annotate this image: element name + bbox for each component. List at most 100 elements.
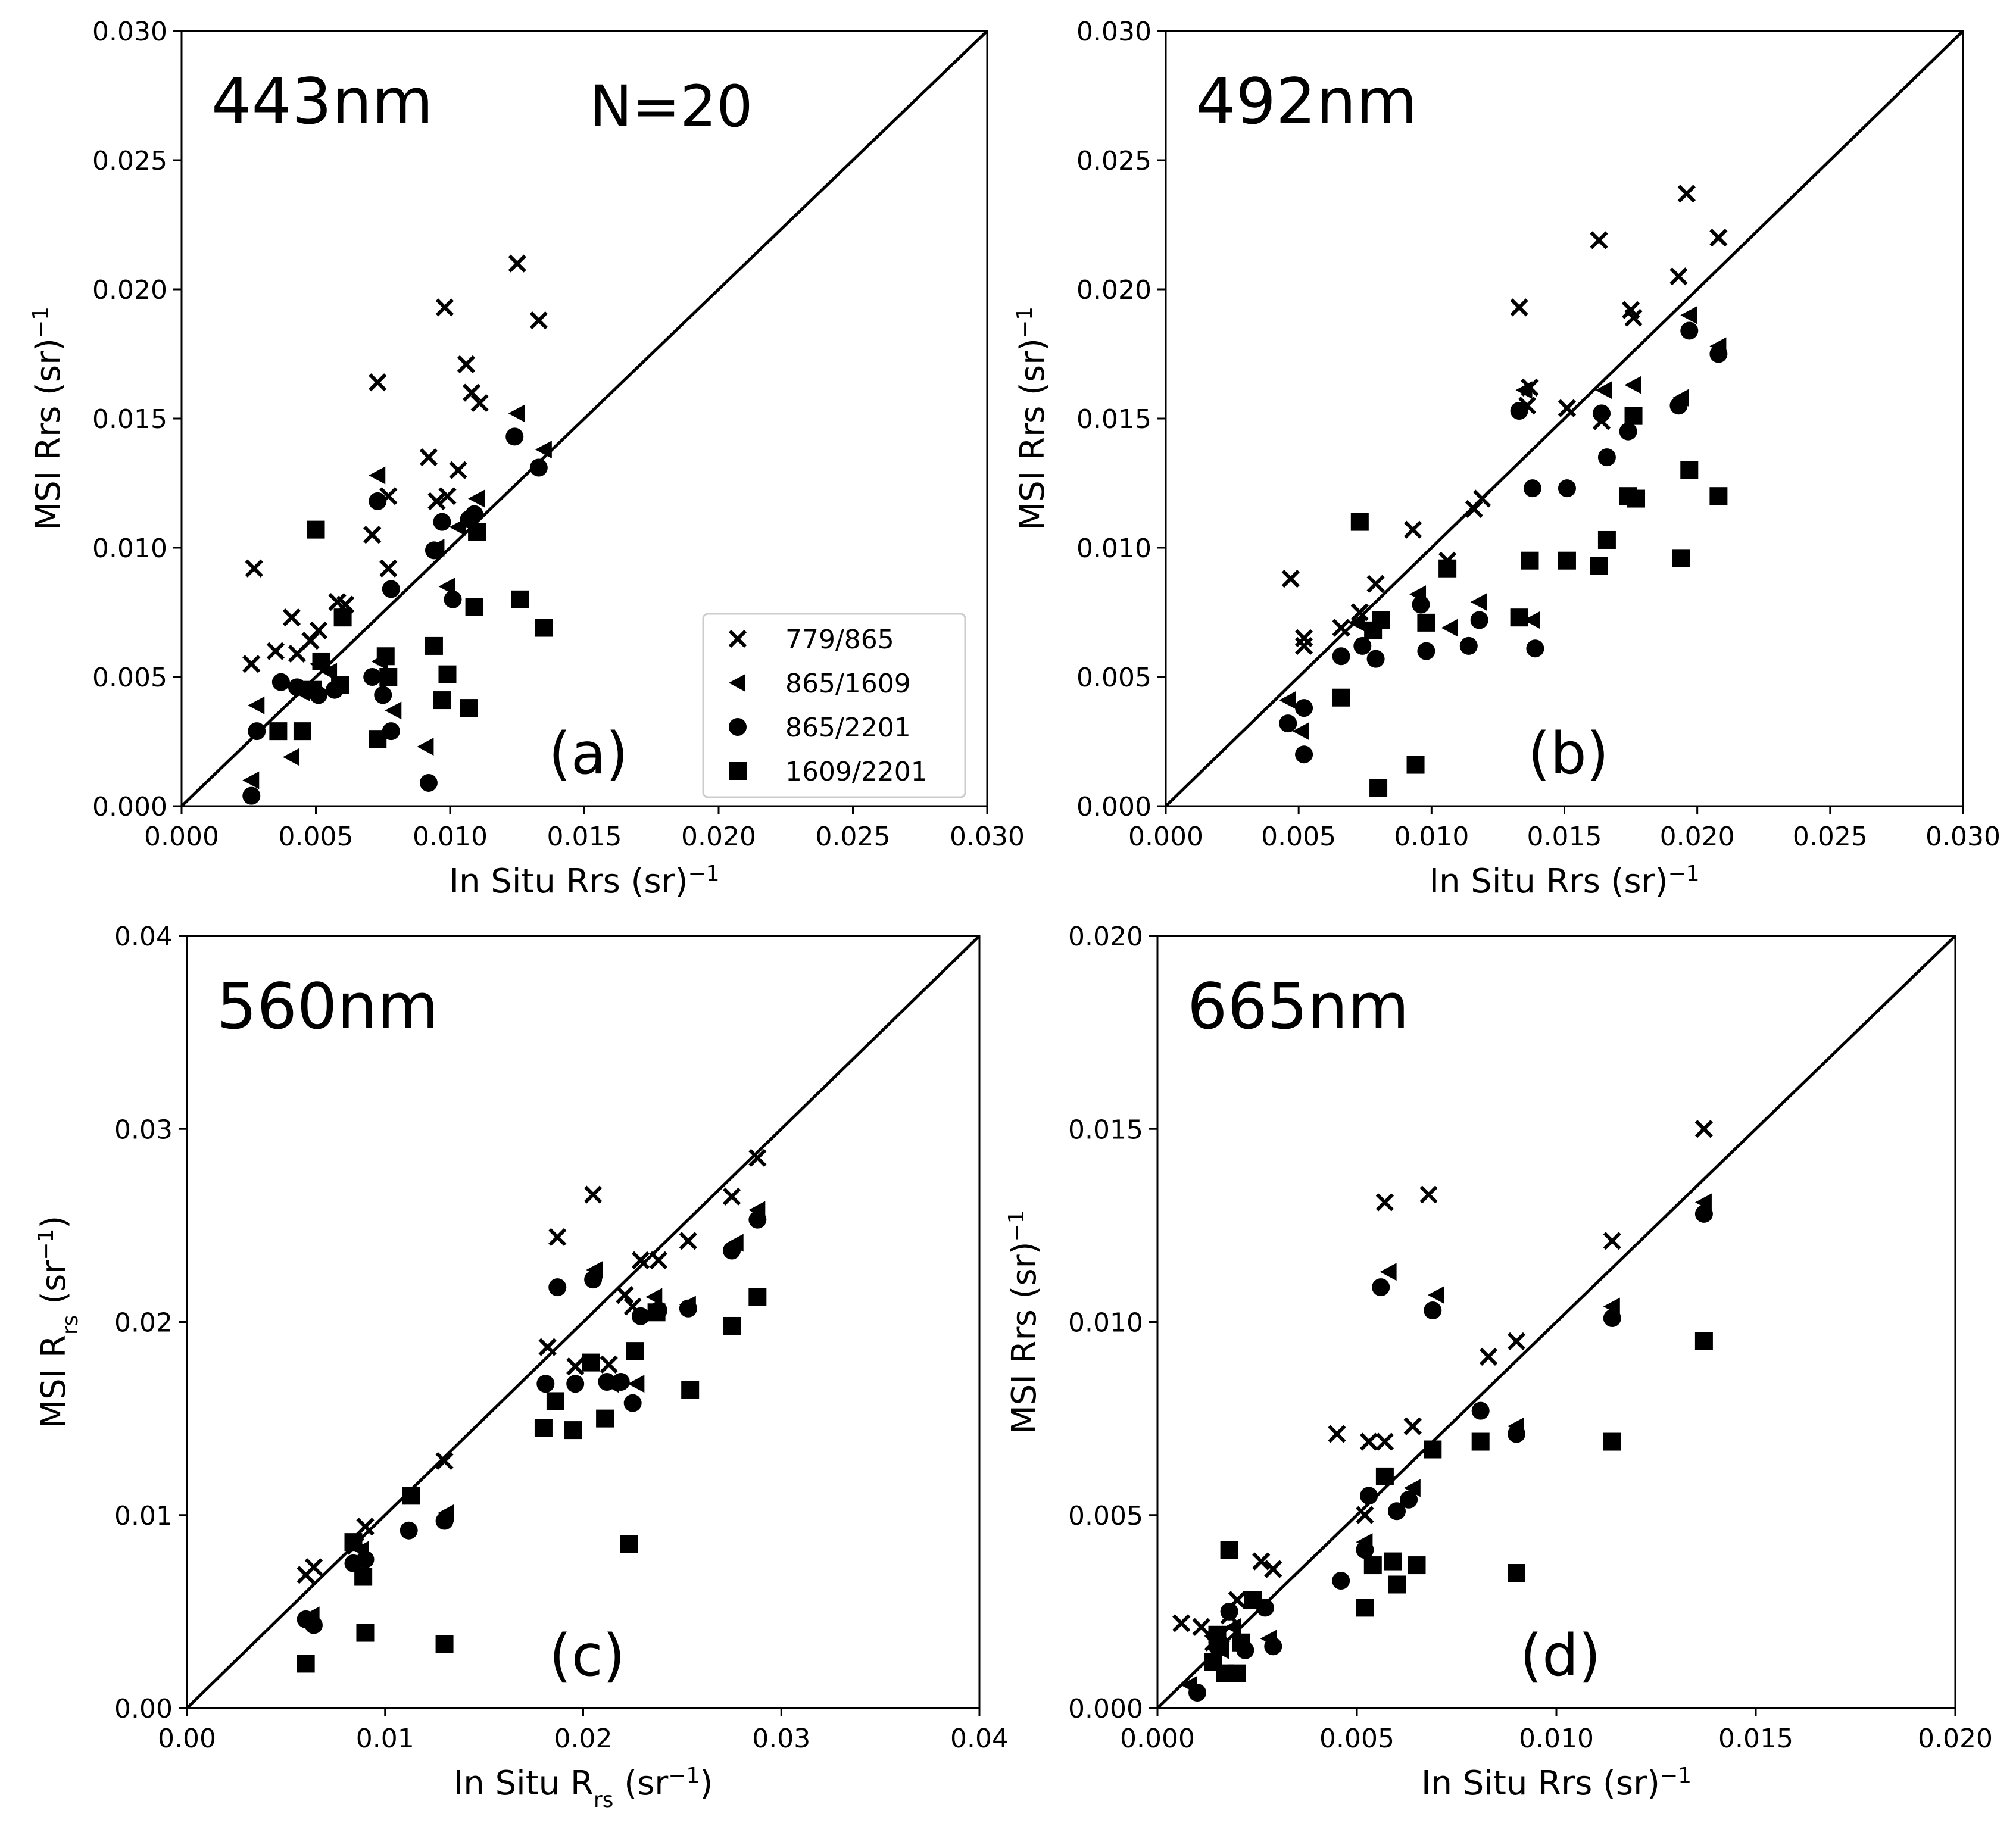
- marker-square: [435, 1635, 454, 1653]
- marker-circle: [1669, 397, 1688, 415]
- marker-triangle-left: [242, 771, 260, 789]
- marker-circle: [1508, 1425, 1525, 1443]
- marker-square: [1356, 1599, 1374, 1617]
- axis-title-main: In Situ Rrs (sr: [1421, 1764, 1647, 1803]
- marker-x: [363, 526, 382, 544]
- marker-circle: [611, 1373, 630, 1391]
- marker-x: [309, 621, 328, 640]
- marker-square: [1709, 487, 1728, 505]
- marker-x: [1590, 231, 1608, 249]
- marker-circle: [598, 1373, 616, 1391]
- legend: 779/865 865/1609 865/2201 1609/2201: [702, 613, 966, 798]
- marker-x: [419, 448, 438, 467]
- marker-x: [748, 1148, 767, 1168]
- x-axis-title: In Situ Rrs (sr)−1: [449, 861, 719, 901]
- y-tick-label: 0.025: [92, 146, 167, 176]
- marker-circle: [1597, 448, 1616, 467]
- marker-triangle-left: [1292, 722, 1309, 741]
- marker-triangle-left: [1441, 619, 1458, 637]
- marker-square: [1597, 530, 1616, 549]
- marker-square: [1369, 779, 1388, 797]
- marker-x: [1356, 1506, 1374, 1524]
- y-tick-label: 0.01: [114, 1501, 173, 1531]
- marker-square: [546, 1392, 564, 1410]
- marker-circle: [465, 505, 483, 523]
- marker-x: [1192, 1618, 1210, 1636]
- x-tick-label: 0.010: [1519, 1724, 1594, 1754]
- x-tick-label: 0.025: [1793, 822, 1868, 852]
- marker-square: [1417, 613, 1435, 632]
- marker-triangle-left: [369, 466, 386, 485]
- marker-square: [748, 1288, 767, 1306]
- series-1609-2201: [269, 520, 553, 748]
- axis-title-main: MSI Rrs (sr: [1013, 351, 1052, 530]
- marker-x: [449, 461, 467, 479]
- marker-circle: [1366, 650, 1385, 668]
- marker-x: [1419, 1185, 1438, 1204]
- marker-triangle-left: [1348, 613, 1365, 632]
- x-tick-label: 0.030: [950, 822, 1025, 852]
- series-779-865: [1281, 185, 1728, 655]
- marker-square: [425, 636, 443, 655]
- marker-circle: [729, 718, 747, 736]
- marker-x: [1375, 1432, 1394, 1451]
- marker-x: [438, 487, 457, 505]
- marker-square: [564, 1421, 582, 1440]
- x-tick-label: 0.04: [950, 1724, 1009, 1754]
- marker-triangle-left: [1523, 611, 1540, 629]
- marker-square: [1406, 756, 1425, 774]
- x-tick-label: 0.010: [1394, 822, 1469, 852]
- marker-square: [1672, 549, 1690, 567]
- series-779-865: [242, 254, 548, 673]
- marker-x: [1677, 185, 1696, 203]
- marker-circle: [1558, 479, 1576, 498]
- y-axis-title: MSI Rrs (sr)−1: [1004, 1210, 1044, 1434]
- x-tick-label: 0.020: [681, 822, 756, 852]
- marker-square: [1350, 513, 1369, 531]
- marker-circle: [288, 678, 306, 697]
- marker-x: [1473, 489, 1491, 508]
- marker-square: [1627, 489, 1646, 508]
- y-tick-label: 0.015: [92, 404, 167, 435]
- series-865-2201: [1188, 1204, 1713, 1702]
- marker-circle: [623, 1394, 642, 1412]
- marker-circle: [584, 1271, 603, 1289]
- axis-title-main: In Situ Rrs (sr: [449, 862, 675, 901]
- y-tick-label: 0.015: [1068, 1115, 1143, 1145]
- marker-square: [1232, 1633, 1250, 1652]
- marker-square: [1208, 1625, 1227, 1644]
- x-axis-title: In Situ Rrs (sr)−1: [1421, 1763, 1692, 1803]
- y-axis-title: MSI Rrs (sr−1): [34, 1216, 83, 1428]
- marker-x: [1294, 636, 1313, 655]
- marker-triangle-left: [645, 1288, 663, 1306]
- axis-title-sup: −1: [668, 1763, 700, 1788]
- marker-square: [376, 647, 395, 666]
- marker-circle: [435, 1512, 454, 1530]
- axis-title-sup: −1: [688, 861, 719, 886]
- marker-circle: [1523, 479, 1541, 498]
- marker-circle: [248, 722, 266, 741]
- marker-circle: [304, 1616, 323, 1634]
- marker-circle: [444, 590, 462, 608]
- y-tick-label: 0.00: [114, 1694, 173, 1724]
- marker-x: [1479, 1347, 1498, 1366]
- marker-triangle-left: [1680, 306, 1697, 324]
- marker-x: [616, 1285, 634, 1304]
- marker-x: [457, 355, 476, 373]
- y-tick-label: 0.005: [1068, 1501, 1143, 1531]
- marker-circle: [631, 1307, 650, 1325]
- marker-x: [1709, 229, 1728, 247]
- y-tick-label: 0.010: [1068, 1308, 1143, 1338]
- axis-title-end: (sr: [35, 1260, 73, 1315]
- one-to-one-line: [180, 30, 988, 807]
- y-tick-label: 0.02: [114, 1308, 173, 1338]
- marker-triangle-left: [1624, 376, 1641, 394]
- axis-title-sup: −1: [1660, 1763, 1692, 1788]
- marker-x: [470, 394, 489, 413]
- marker-square: [1388, 1575, 1406, 1594]
- marker-square: [1558, 551, 1576, 570]
- marker-triangle-left: [1428, 1286, 1444, 1304]
- marker-circle: [433, 513, 451, 531]
- x-tick-label: 0.015: [547, 822, 622, 852]
